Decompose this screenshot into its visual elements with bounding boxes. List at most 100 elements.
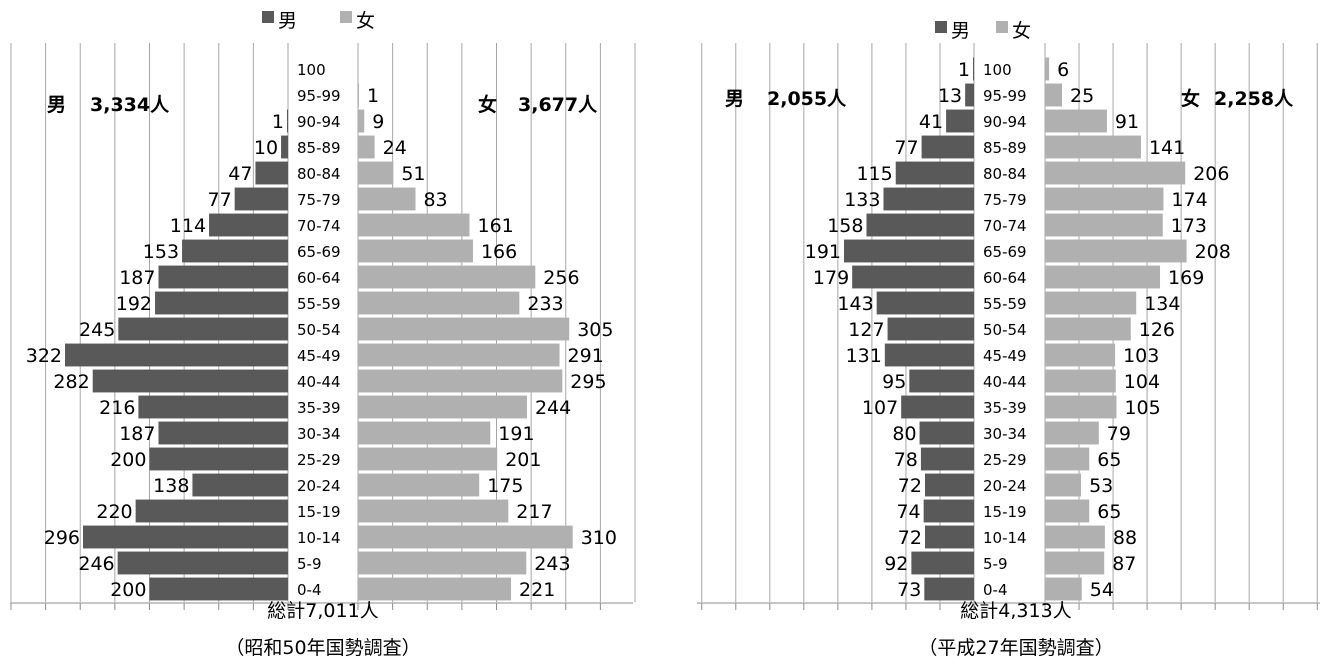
male-value-label: 133: [844, 189, 880, 211]
female-value-label: 9: [372, 111, 384, 133]
male-total-label: 男: [725, 88, 744, 110]
male-value-label: 115: [856, 163, 892, 185]
male-value-label: 80: [892, 423, 916, 445]
male-value-label: 282: [53, 371, 89, 393]
male-value-label: 41: [919, 111, 943, 133]
age-label: 95-99: [297, 87, 341, 105]
age-label: 90-94: [983, 113, 1027, 131]
male-total-value: 3,334人: [90, 94, 170, 116]
female-value-label: 88: [1113, 527, 1137, 549]
female-bar: [358, 499, 509, 523]
male-bar: [182, 239, 288, 263]
male-value-label: 47: [228, 163, 252, 185]
male-bar: [924, 473, 974, 497]
female-bar: [358, 291, 520, 315]
female-value-label: 206: [1193, 163, 1229, 185]
age-label: 35-39: [983, 399, 1027, 417]
male-bar: [281, 135, 288, 159]
male-bar: [844, 239, 974, 263]
value-labels: 1 1 9 10 24 47 51 77 83 114 161 153 166 187 256 192 233 2…: [26, 85, 617, 601]
female-bar: [1045, 499, 1090, 523]
age-label: 50-54: [297, 321, 341, 339]
male-bar: [255, 161, 288, 185]
age-label: 75-79: [983, 191, 1027, 209]
female-value-label: 221: [519, 579, 555, 601]
male-bar: [866, 213, 974, 237]
legend-male-label: 男: [278, 10, 297, 32]
male-value-label: 216: [99, 397, 135, 419]
legend-female-swatch: [996, 21, 1008, 33]
male-value-label: 114: [170, 215, 206, 237]
male-value-label: 322: [26, 345, 62, 367]
female-bar: [1045, 239, 1187, 263]
male-bar: [149, 447, 288, 471]
female-bar: [1045, 421, 1099, 445]
x-axis: [697, 602, 1320, 610]
female-value-label: 83: [423, 189, 447, 211]
age-label: 65-69: [983, 243, 1027, 261]
male-value-label: 13: [938, 85, 962, 107]
male-total-label: 男: [47, 94, 66, 116]
survey-text: （昭和50年国勢調査）: [225, 637, 420, 659]
age-label: 30-34: [983, 425, 1027, 443]
pyramid-chart-2015: 男 女 10095-9990-9485-8980-8475-7970-7465-…: [697, 20, 1320, 659]
male-bar: [924, 525, 974, 549]
female-value-label: 191: [498, 423, 534, 445]
female-bar: [1045, 187, 1164, 211]
male-value-label: 246: [78, 553, 114, 575]
female-value-label: 25: [1070, 85, 1094, 107]
age-label: 35-39: [297, 399, 341, 417]
female-bar: [1045, 291, 1137, 315]
male-value-label: 179: [813, 267, 849, 289]
female-value-label: 305: [577, 319, 613, 341]
female-value-label: 105: [1124, 397, 1160, 419]
female-bar: [1045, 109, 1107, 133]
female-bar: [358, 213, 470, 237]
age-label: 70-74: [297, 217, 341, 235]
male-bar: [209, 213, 288, 237]
female-bar: [358, 525, 573, 549]
male-bar: [946, 109, 974, 133]
male-bar: [135, 499, 288, 523]
male-value-label: 78: [894, 449, 918, 471]
female-value-label: 126: [1139, 319, 1175, 341]
female-value-label: 103: [1123, 345, 1159, 367]
male-bar: [911, 551, 974, 575]
female-value-label: 173: [1171, 215, 1207, 237]
male-bar: [920, 447, 974, 471]
legend-female-label: 女: [1012, 20, 1031, 42]
female-value-label: 201: [505, 449, 541, 471]
female-bar: [1045, 213, 1163, 237]
male-bar: [287, 109, 288, 133]
age-label: 90-94: [297, 113, 341, 131]
male-bar: [909, 369, 974, 393]
male-value-label: 143: [837, 293, 873, 315]
male-bar: [876, 291, 974, 315]
female-bar: [358, 551, 527, 575]
total-text: 総計7,011人: [267, 600, 378, 622]
male-total-value: 2,055人: [767, 88, 847, 110]
age-label: 0-4: [297, 581, 322, 599]
male-bar: [192, 473, 288, 497]
female-value-label: 6: [1057, 59, 1069, 81]
age-label: 80-84: [983, 165, 1027, 183]
male-bar: [965, 83, 974, 107]
male-value-label: 220: [96, 501, 132, 523]
male-bar: [901, 395, 974, 419]
female-bar: [1045, 577, 1082, 601]
age-label: 95-99: [983, 87, 1027, 105]
legend-female-label: 女: [356, 10, 375, 32]
male-bar: [883, 187, 974, 211]
value-labels: 1 6 13 25 41 91 77 141 115 206 133 174 158 173 191 208 1…: [805, 59, 1231, 601]
male-value-label: 187: [119, 423, 155, 445]
male-bar: [138, 395, 288, 419]
male-value-label: 72: [898, 527, 922, 549]
age-label: 5-9: [983, 555, 1008, 573]
pyramid-chart-1975: 男 女 100 95-99 90-94 85-89 80-84 75-79 70-74 65-…: [10, 10, 636, 659]
age-label: 15-19: [297, 503, 341, 521]
male-bar: [117, 551, 288, 575]
male-value-label: 127: [848, 319, 884, 341]
age-label: 25-29: [983, 451, 1027, 469]
male-bar: [973, 57, 974, 81]
male-value-label: 1: [958, 59, 970, 81]
